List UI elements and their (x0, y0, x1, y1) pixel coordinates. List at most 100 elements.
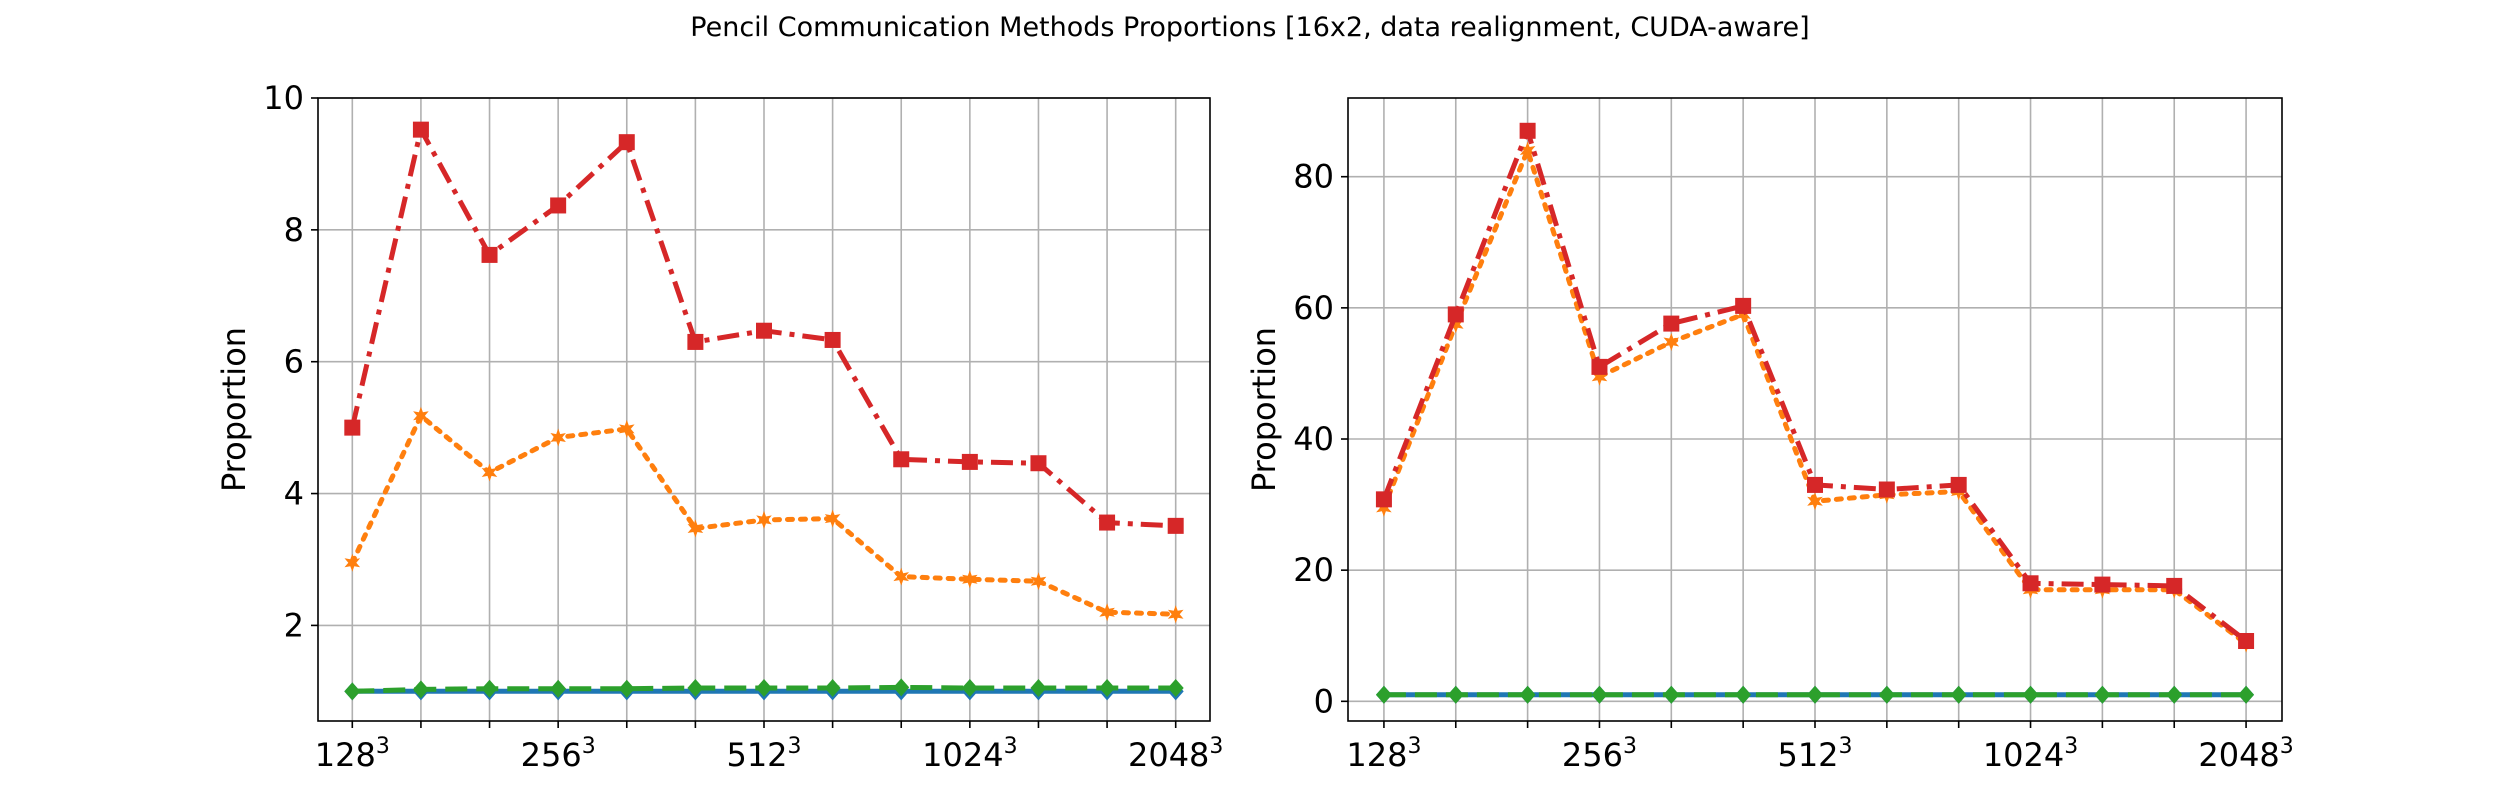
x-tick-label-exponent: 3 (1209, 734, 1223, 759)
x-tick-label-exponent: 3 (1623, 734, 1637, 759)
x-tick-label: 20483 (1128, 734, 1223, 774)
data-point-marker (893, 678, 910, 697)
data-point-marker (2166, 685, 2183, 704)
data-point-marker (1167, 679, 1184, 698)
x-tick-label-exponent: 3 (1004, 734, 1018, 759)
data-point-marker (1591, 685, 1608, 704)
x-tick-label-exponent: 3 (2064, 734, 2078, 759)
data-point-marker (1375, 685, 1392, 704)
data-point-marker (893, 567, 909, 586)
data-point-marker (2238, 685, 2255, 704)
y-tick-label: 80 (1293, 158, 1334, 196)
x-tick-label: 1283 (1346, 734, 1421, 774)
series-green (1375, 685, 2255, 704)
series-red (1375, 122, 2255, 649)
data-point-marker (1167, 605, 1184, 624)
data-point-marker (1950, 476, 1967, 493)
x-tick-label-base: 2048 (2198, 736, 2279, 774)
y-tick-label: 10 (263, 79, 304, 117)
data-point-marker (1167, 517, 1184, 534)
x-tick-label-exponent: 3 (1839, 734, 1853, 759)
data-point-marker (481, 463, 498, 482)
data-point-marker (1099, 514, 1116, 531)
data-point-marker (1591, 358, 1608, 375)
data-point-marker (1448, 315, 1464, 334)
x-tick-label: 1283 (315, 734, 390, 774)
x-tick-label: 5123 (726, 734, 801, 774)
x-tick-label: 5123 (1777, 734, 1852, 774)
data-point-marker (1030, 455, 1047, 472)
data-point-marker (962, 570, 978, 589)
data-point-marker (1807, 685, 1823, 704)
data-point-marker (1878, 685, 1895, 704)
data-point-marker (824, 679, 841, 698)
x-tick-label-base: 256 (521, 736, 582, 774)
data-point-marker (1375, 491, 1392, 508)
x-tick-label-base: 512 (726, 736, 787, 774)
data-point-marker (2094, 576, 2111, 593)
data-point-marker (961, 453, 978, 470)
data-point-marker (1030, 679, 1047, 698)
data-point-marker (1591, 367, 1608, 386)
series-green (344, 678, 1184, 701)
y-axis-label: Proportion (1245, 327, 1283, 492)
x-tick-label-base: 128 (315, 736, 376, 774)
figure-title: Pencil Communication Methods Proportions… (690, 12, 1809, 43)
data-point-marker (1519, 122, 1536, 139)
data-point-marker (1376, 498, 1392, 517)
data-point-marker (2238, 632, 2255, 649)
x-tick-label-exponent: 3 (582, 734, 596, 759)
data-point-marker (961, 679, 978, 698)
data-point-marker (1447, 685, 1464, 704)
x-tick-label-base: 512 (1777, 736, 1838, 774)
data-point-marker (618, 679, 635, 698)
data-point-marker (481, 679, 498, 698)
data-point-marker (1099, 679, 1116, 698)
data-point-marker (344, 682, 361, 701)
x-tick-label: 10243 (1983, 734, 2078, 774)
x-tick-label-exponent: 3 (2280, 734, 2294, 759)
data-point-marker (550, 197, 567, 214)
data-point-marker (1735, 305, 1751, 324)
data-point-marker (687, 679, 704, 698)
data-point-marker (1099, 603, 1115, 622)
data-point-marker (1878, 481, 1895, 498)
data-point-marker (1519, 141, 1536, 160)
y-axis-label: Proportion (215, 327, 253, 492)
x-tick-label-base: 1024 (922, 736, 1003, 774)
data-point-marker (687, 519, 704, 538)
data-point-marker (756, 679, 772, 698)
y-tick-label: 8 (284, 211, 304, 249)
data-point-marker (412, 680, 429, 699)
x-tick-label-exponent: 3 (788, 734, 802, 759)
x-tick-label: 2563 (1562, 734, 1637, 774)
y-tick-label: 6 (284, 343, 304, 381)
data-point-marker (756, 510, 772, 529)
data-point-marker (550, 679, 567, 698)
y-tick-label: 2 (284, 606, 304, 644)
data-point-marker (344, 553, 361, 572)
data-point-marker (618, 134, 635, 151)
y-tick-label: 0 (1314, 682, 1334, 720)
data-point-marker (1030, 572, 1047, 591)
data-point-marker (2022, 575, 2039, 592)
y-tick-label: 4 (284, 475, 304, 513)
x-tick-label: 2563 (521, 734, 596, 774)
data-point-marker (2094, 685, 2111, 704)
data-point-marker (413, 406, 429, 425)
data-point-marker (1663, 685, 1680, 704)
data-point-marker (481, 246, 498, 263)
data-point-marker (619, 419, 635, 438)
data-point-marker (1950, 685, 1967, 704)
data-point-marker (687, 333, 704, 350)
x-tick-label: 20483 (2198, 734, 2293, 774)
data-point-marker (550, 428, 566, 447)
data-point-marker (1807, 492, 1823, 511)
x-tick-label-base: 256 (1562, 736, 1623, 774)
y-tick-label: 60 (1293, 289, 1334, 327)
data-point-marker (1663, 333, 1680, 351)
series-orange (344, 406, 1184, 624)
